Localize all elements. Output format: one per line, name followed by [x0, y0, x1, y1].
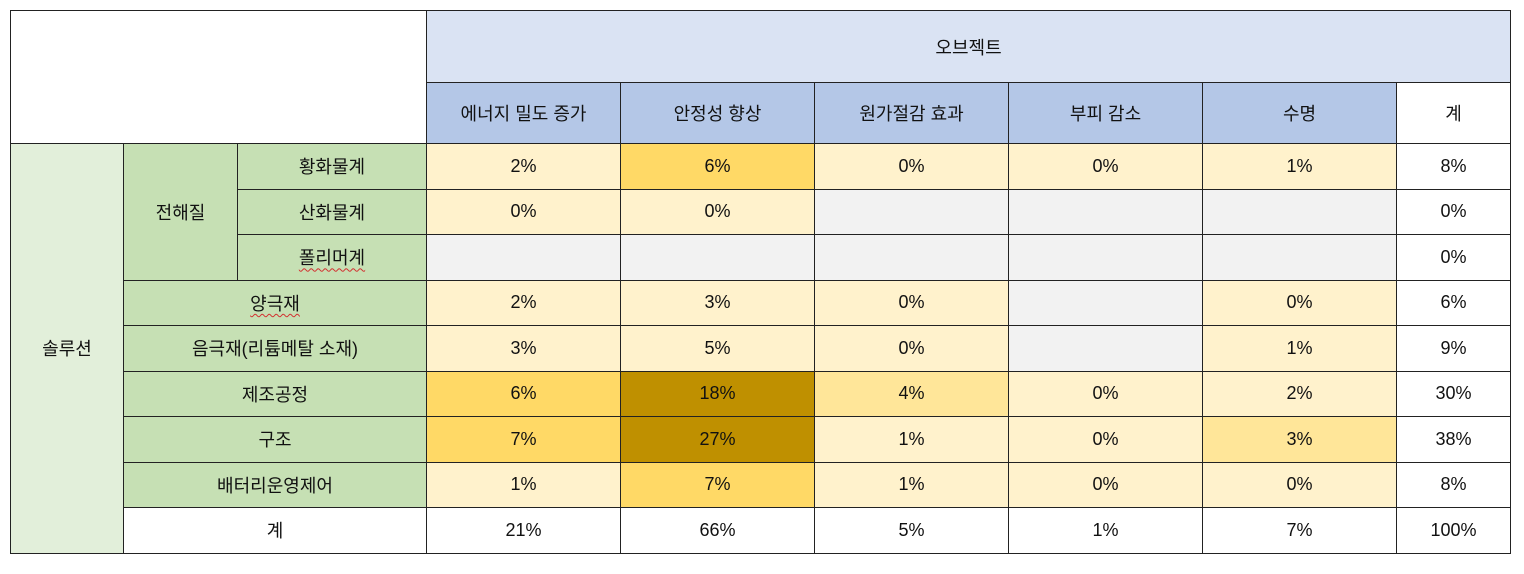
- table-cell: 0%: [1202, 279, 1398, 326]
- table-cell: 0%: [814, 325, 1010, 372]
- row-label-anode: 음극재(리튬메탈 소재): [122, 325, 428, 372]
- table-cell: 7%: [426, 416, 622, 463]
- row-label-oxide: 산화물계: [236, 188, 428, 235]
- row-label-total: 계: [122, 507, 428, 554]
- table-row-sulfide: 솔루션 전해질 황화물계 2% 6% 0% 0% 1% 8%: [10, 143, 1512, 554]
- row-total: 38%: [1396, 416, 1512, 463]
- corner-cell: [9, 10, 428, 144]
- table-cell-empty: [426, 234, 622, 281]
- row-total: 0%: [1396, 234, 1512, 281]
- header-row-object: 오브젝트: [9, 10, 1512, 144]
- table-row-process: 제조공정 6% 18% 4% 0% 2% 30%: [11, 370, 1512, 417]
- table-row-cathode: 양극재 2% 3% 0% 0% 6%: [11, 279, 1512, 326]
- row-total: 30%: [1396, 370, 1512, 417]
- table-cell-empty: [1008, 325, 1204, 372]
- row-label-sulfide: 황화물계: [236, 143, 428, 190]
- table-cell-empty: [1202, 188, 1398, 235]
- table-row-structure: 구조 7% 27% 1% 0% 3% 38%: [11, 416, 1512, 463]
- row-label-structure: 구조: [122, 416, 428, 463]
- row-total: 8%: [1396, 143, 1512, 190]
- table-cell: 0%: [814, 279, 1010, 326]
- table-row-oxide: 산화물계 0% 0% 0%: [11, 188, 1512, 235]
- col-header-cost-reduction: 원가절감 효과: [814, 82, 1010, 144]
- column-total: 66%: [620, 507, 816, 554]
- table-cell: 0%: [1008, 370, 1204, 417]
- row-total: 6%: [1396, 279, 1512, 326]
- table-cell: 1%: [426, 461, 622, 508]
- table-cell: 0%: [1008, 461, 1204, 508]
- table-cell: 0%: [1008, 143, 1204, 190]
- table-cell: 2%: [1202, 370, 1398, 417]
- col-header-lifespan: 수명: [1202, 82, 1398, 144]
- table-cell-empty: [814, 188, 1010, 235]
- table-cell: 3%: [620, 279, 816, 326]
- table-cell: 3%: [1202, 416, 1398, 463]
- table-cell: 6%: [426, 370, 622, 417]
- table-cell-empty: [814, 234, 1010, 281]
- row-total: 8%: [1396, 461, 1512, 508]
- table-cell-empty: [620, 234, 816, 281]
- row-label-process: 제조공정: [122, 370, 428, 417]
- table-cell: 1%: [814, 461, 1010, 508]
- row-label-cathode: 양극재: [122, 279, 428, 326]
- table-cell: 5%: [620, 325, 816, 372]
- column-total: 1%: [1008, 507, 1204, 554]
- header-row-columns: 에너지 밀도 증가 안정성 향상 원가절감 효과 부피 감소 수명 계: [11, 82, 1512, 144]
- table-cell: 0%: [814, 143, 1010, 190]
- table-cell: 0%: [1202, 461, 1398, 508]
- table-cell: 2%: [426, 279, 622, 326]
- table-cell: 0%: [620, 188, 816, 235]
- row-label-polymer-text: 폴리머계: [298, 248, 366, 269]
- table-cell: 3%: [426, 325, 622, 372]
- col-header-stability: 안정성 향상: [620, 82, 816, 144]
- table-cell-empty: [1202, 234, 1398, 281]
- table-cell-empty: [1008, 234, 1204, 281]
- table-cell: 1%: [1202, 325, 1398, 372]
- object-solution-matrix: 오브젝트 에너지 밀도 증가 안정성 향상 원가절감 효과 부피 감소 수명 계…: [9, 10, 1512, 554]
- grand-total: 100%: [1396, 507, 1512, 554]
- table-cell: 1%: [1202, 143, 1398, 190]
- col-header-volume-reduction: 부피 감소: [1008, 82, 1204, 144]
- table-cell-empty: [1008, 279, 1204, 326]
- solution-label: 솔루션: [10, 143, 124, 554]
- row-total: 9%: [1396, 325, 1512, 372]
- row-label-cathode-text: 양극재: [250, 293, 300, 314]
- table-row-anode: 음극재(리튬메탈 소재) 3% 5% 0% 1% 9%: [11, 325, 1512, 372]
- table-cell: 2%: [426, 143, 622, 190]
- column-total: 7%: [1202, 507, 1398, 554]
- table-cell-empty: [1008, 188, 1204, 235]
- electrolyte-label: 전해질: [123, 143, 238, 281]
- col-header-total: 계: [1396, 82, 1512, 144]
- column-total: 5%: [814, 507, 1010, 554]
- row-label-bms: 배터리운영제어: [122, 461, 428, 508]
- table-cell: 0%: [426, 188, 622, 235]
- row-label-polymer: 폴리머계: [236, 234, 428, 281]
- table-cell: 6%: [620, 143, 816, 190]
- table-cell: 1%: [814, 416, 1010, 463]
- table-cell: 4%: [814, 370, 1010, 417]
- table-row-bms: 배터리운영제어 1% 7% 1% 0% 0% 8%: [11, 461, 1512, 508]
- col-header-energy-density: 에너지 밀도 증가: [426, 82, 622, 144]
- table-cell: 0%: [1008, 416, 1204, 463]
- table-row-total: 계 21% 66% 5% 1% 7% 100%: [11, 507, 1512, 554]
- table-cell: 7%: [620, 461, 816, 508]
- table-cell: 27%: [620, 416, 816, 463]
- object-header: 오브젝트: [426, 10, 1512, 83]
- column-total: 21%: [426, 507, 622, 554]
- row-total: 0%: [1396, 188, 1512, 235]
- table-cell: 18%: [620, 370, 816, 417]
- table-row-polymer: 폴리머계 0%: [11, 234, 1512, 281]
